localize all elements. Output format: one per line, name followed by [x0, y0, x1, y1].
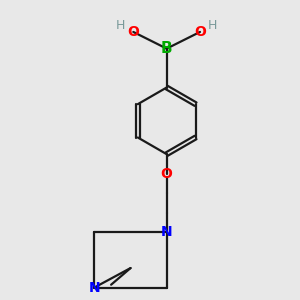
Text: B: B [161, 41, 172, 56]
Text: H: H [208, 19, 217, 32]
Text: N: N [88, 280, 100, 295]
Text: H: H [116, 19, 125, 32]
Text: O: O [194, 25, 206, 39]
Text: N: N [161, 225, 172, 239]
Text: O: O [161, 167, 172, 181]
Text: O: O [128, 25, 139, 39]
